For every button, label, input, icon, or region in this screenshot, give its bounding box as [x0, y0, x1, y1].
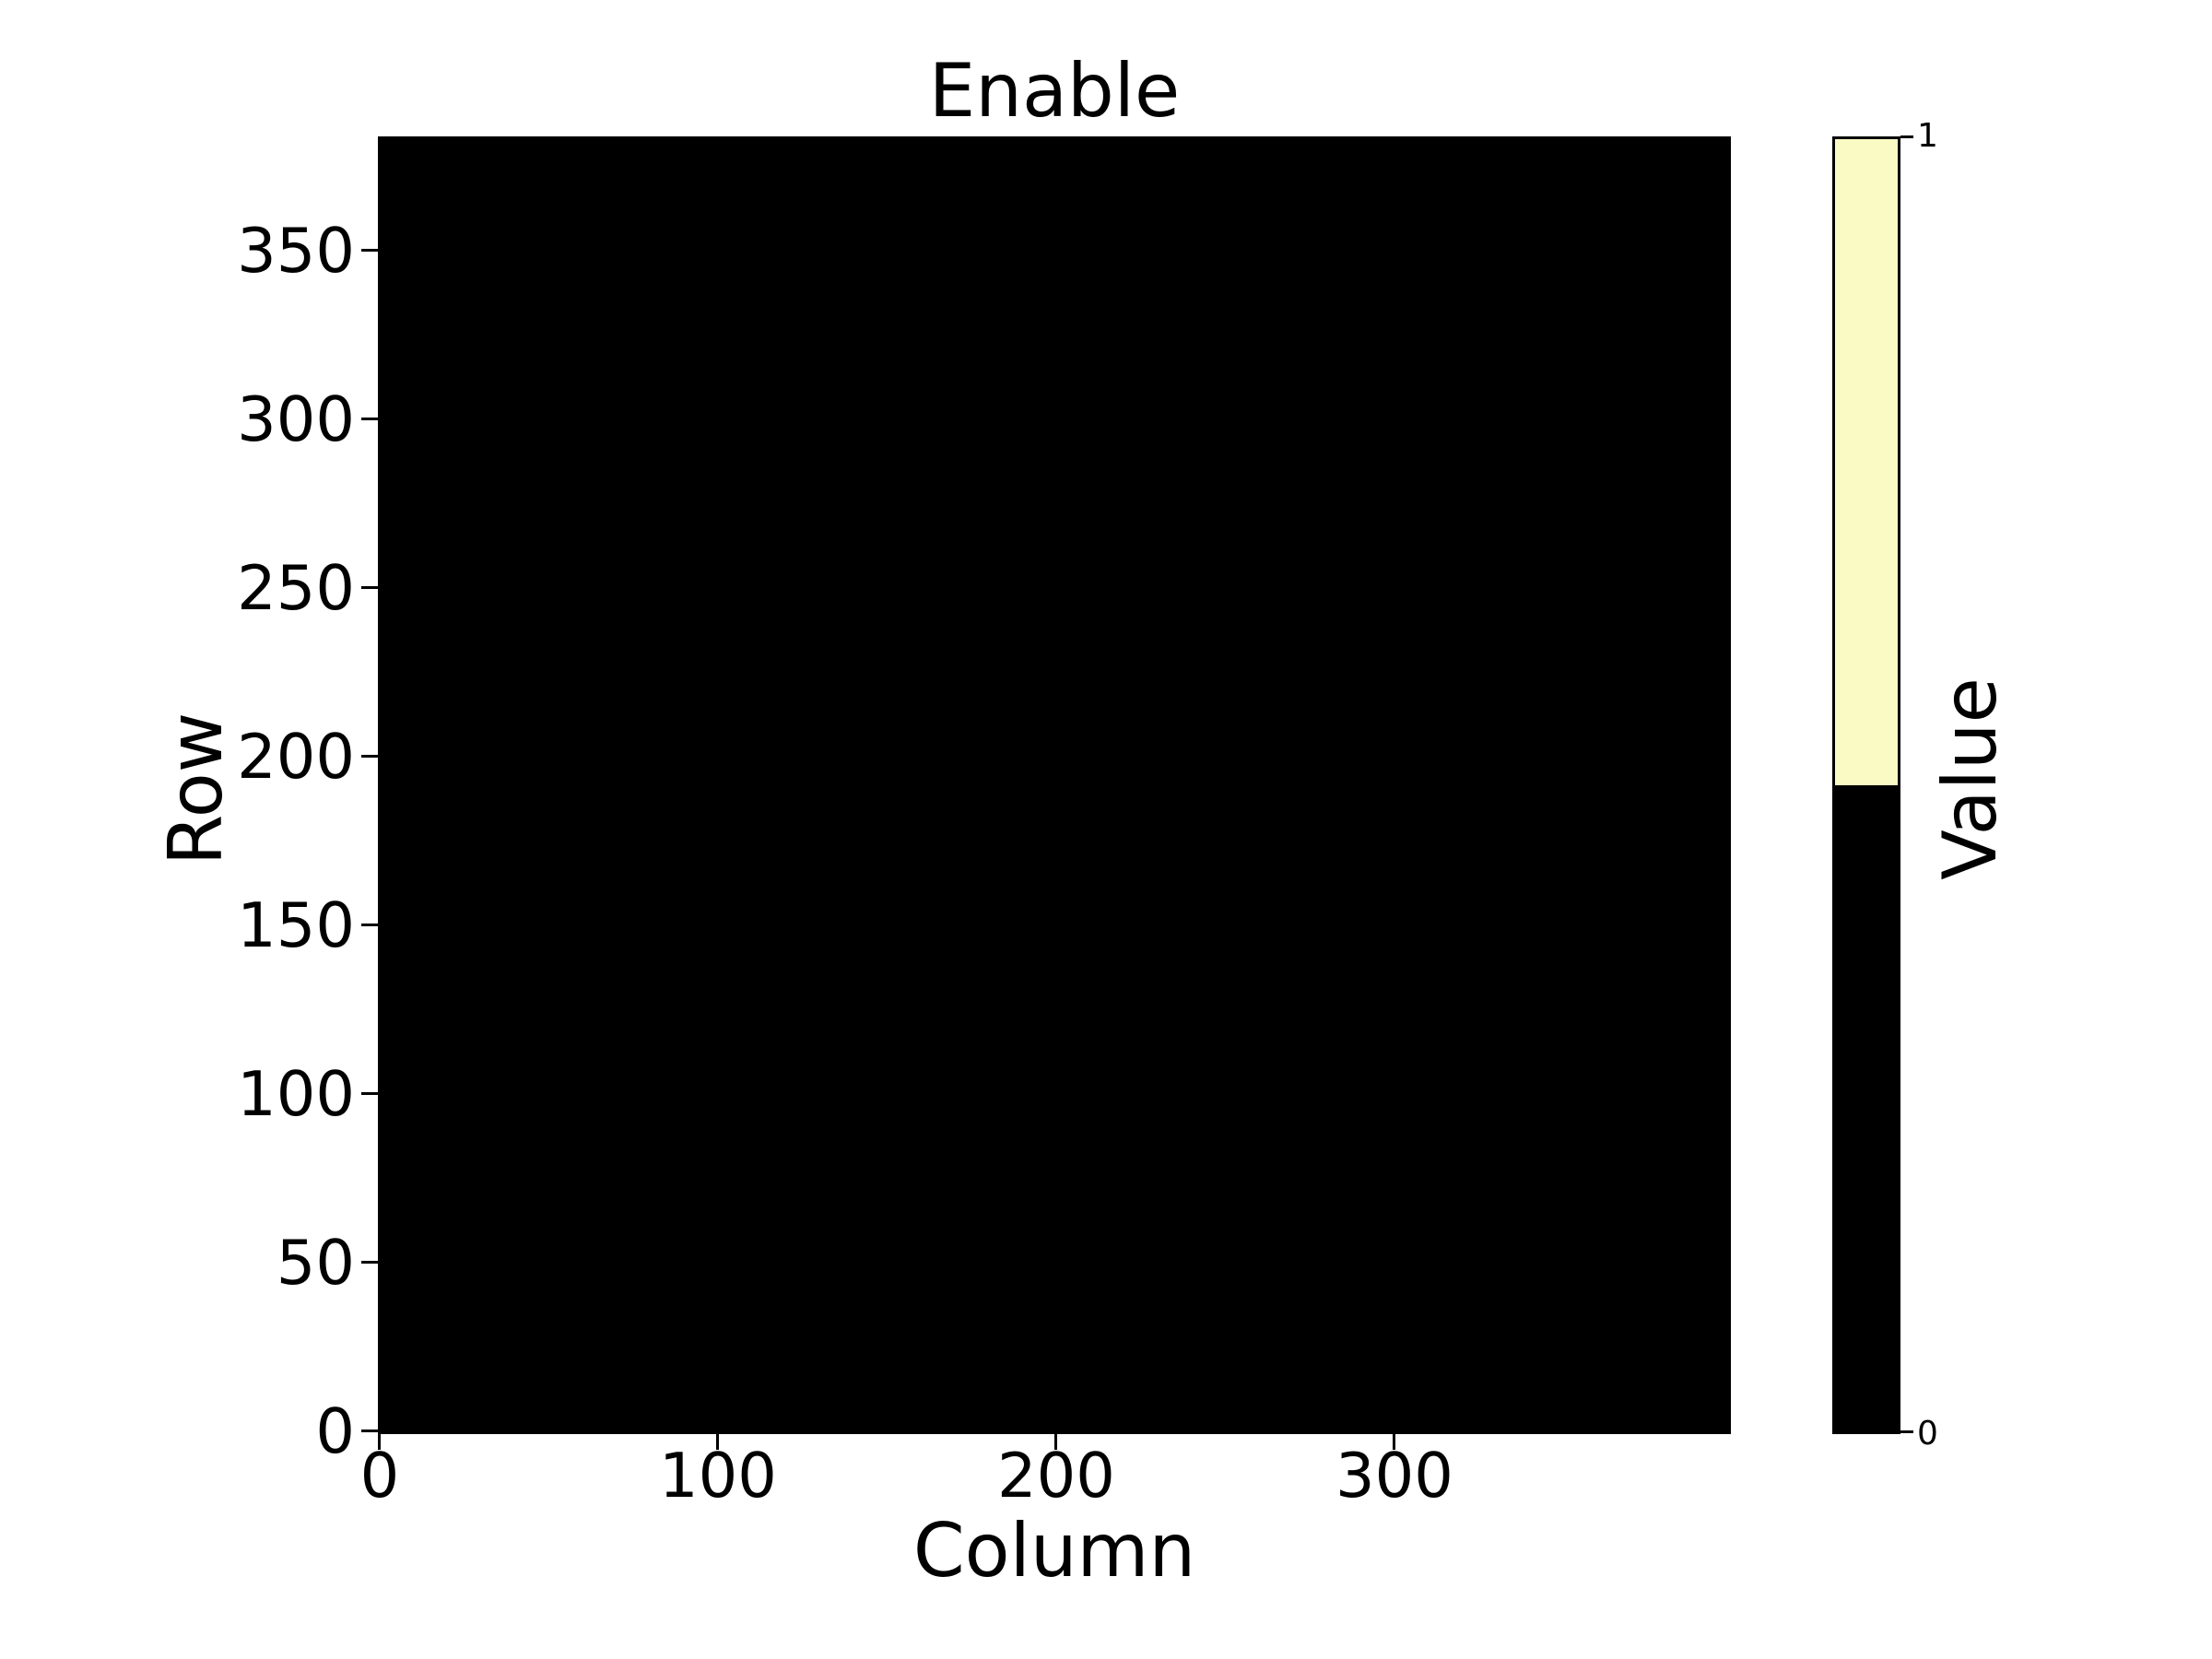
y-tick-mark [361, 924, 378, 926]
x-tick-label: 300 [1335, 1440, 1453, 1512]
y-tick-label: 250 [237, 552, 355, 624]
x-tick-label: 0 [359, 1440, 400, 1512]
x-tick-mark [716, 1434, 719, 1450]
y-tick-mark [361, 1261, 378, 1264]
colorbar-axis-label: Value [1927, 677, 2013, 880]
colorbar-tick-label: 1 [1917, 117, 1938, 155]
y-tick-label: 150 [237, 889, 355, 961]
y-tick-mark [361, 249, 378, 252]
colorbar-segment-value-1 [1835, 139, 1898, 785]
x-tick-mark [378, 1434, 381, 1450]
x-tick-label: 200 [997, 1440, 1115, 1512]
y-tick-mark [361, 755, 378, 758]
y-tick-label: 350 [237, 215, 355, 287]
y-tick-mark [361, 1430, 378, 1432]
y-tick-label: 0 [315, 1395, 355, 1467]
colorbar [1832, 136, 1900, 1434]
colorbar-tick-mark [1900, 1430, 1913, 1433]
y-tick-label: 200 [237, 721, 355, 793]
y-tick-label: 50 [276, 1227, 355, 1299]
y-axis-label: Row [153, 712, 239, 866]
x-tick-label: 100 [659, 1440, 777, 1512]
colorbar-tick-label: 0 [1917, 1415, 1938, 1453]
y-tick-label: 100 [237, 1058, 355, 1130]
y-tick-mark [361, 586, 378, 589]
y-tick-mark [361, 418, 378, 420]
colorbar-tick-mark [1900, 135, 1913, 138]
x-tick-mark [1054, 1434, 1057, 1450]
x-tick-mark [1393, 1434, 1395, 1450]
y-tick-mark [361, 1092, 378, 1095]
chart-title: Enable [928, 48, 1181, 134]
colorbar-segment-value-0 [1835, 785, 1898, 1431]
y-tick-label: 300 [237, 383, 355, 455]
heatmap-plot [378, 136, 1731, 1434]
x-axis-label: Column [912, 1508, 1196, 1594]
